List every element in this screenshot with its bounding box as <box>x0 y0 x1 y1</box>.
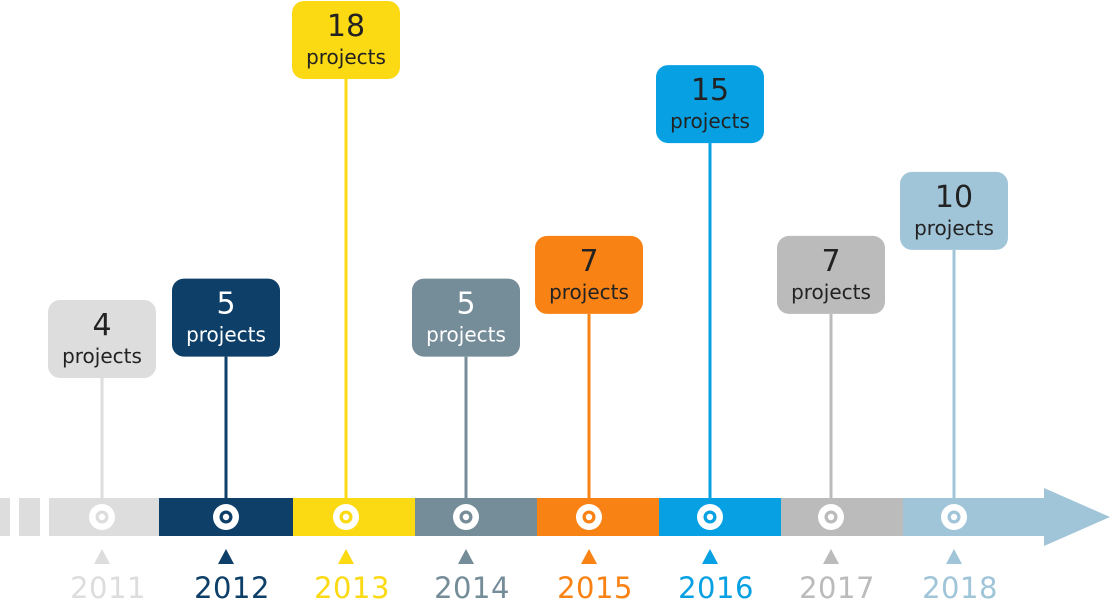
year-label: 2015 <box>557 571 633 600</box>
timeline-marker-dot <box>98 513 106 521</box>
bubble-value: 10 <box>935 180 973 215</box>
timeline-stems <box>100 79 956 518</box>
year-pointer <box>946 549 962 564</box>
timeline-dash-1 <box>0 498 10 536</box>
timeline-segments <box>49 498 1045 536</box>
bubble-value: 4 <box>92 308 111 343</box>
bubble-label: projects <box>791 280 871 304</box>
year-label: 2018 <box>922 571 998 600</box>
timeline-marker-dot <box>706 513 714 521</box>
year-label: 2013 <box>314 571 390 600</box>
value-bubble <box>535 235 643 314</box>
value-bubble <box>292 1 400 79</box>
year-pointer <box>458 549 474 564</box>
timeline-stem <box>587 313 591 517</box>
bubble-label: projects <box>186 323 266 347</box>
year-label: 2011 <box>70 571 146 600</box>
bubble-value: 18 <box>327 9 365 44</box>
value-bubble <box>48 300 156 378</box>
bubble-value: 5 <box>456 287 475 322</box>
value-bubble <box>412 278 520 357</box>
year-label: 2012 <box>194 571 270 600</box>
timeline-bubbles: 4projects5projects18projects5projects7pr… <box>48 1 1008 378</box>
timeline-marker-dot <box>462 513 470 521</box>
bubble-label: projects <box>670 109 750 133</box>
timeline-segment <box>903 498 1045 536</box>
year-pointer <box>581 549 597 564</box>
year-pointer <box>94 549 110 564</box>
value-bubble <box>900 171 1008 250</box>
year-pointer <box>823 549 839 564</box>
year-pointer <box>338 549 354 564</box>
timeline-marker-dot <box>585 513 593 521</box>
timeline-stem <box>100 378 104 517</box>
timeline-stem <box>829 313 833 517</box>
bubble-label: projects <box>426 323 506 347</box>
timeline-stem <box>952 249 956 517</box>
timeline-marker-dot <box>222 513 230 521</box>
timeline-stem <box>224 356 228 517</box>
year-label: 2017 <box>799 571 875 600</box>
bubble-label: projects <box>914 216 994 240</box>
bubble-value: 5 <box>216 287 235 322</box>
timeline-dash-2 <box>19 498 40 536</box>
timeline-marker-dot <box>950 513 958 521</box>
value-bubble <box>777 235 885 314</box>
timeline-year-labels: 2011 2012 2013 2014 2015 2016 2017 2018 <box>70 549 998 600</box>
timeline-stem <box>344 79 348 517</box>
bubble-value: 7 <box>821 244 840 279</box>
year-label: 2016 <box>678 571 754 600</box>
bubble-label: projects <box>62 344 142 368</box>
timeline-stem <box>708 143 712 518</box>
timeline-stem <box>464 356 468 517</box>
year-label: 2014 <box>434 571 510 600</box>
year-pointer <box>218 549 234 564</box>
value-bubble <box>656 65 764 144</box>
bubble-label: projects <box>306 45 386 69</box>
year-pointer <box>702 549 718 564</box>
bubble-value: 7 <box>579 244 598 279</box>
timeline-marker-dot <box>342 513 350 521</box>
timeline-marker-dot <box>827 513 835 521</box>
timeline-axis <box>0 498 40 536</box>
timeline-arrow-head <box>1044 488 1110 546</box>
timeline-markers <box>89 504 967 530</box>
value-bubble <box>172 278 280 357</box>
bubble-label: projects <box>549 280 629 304</box>
bubble-value: 15 <box>691 73 729 108</box>
